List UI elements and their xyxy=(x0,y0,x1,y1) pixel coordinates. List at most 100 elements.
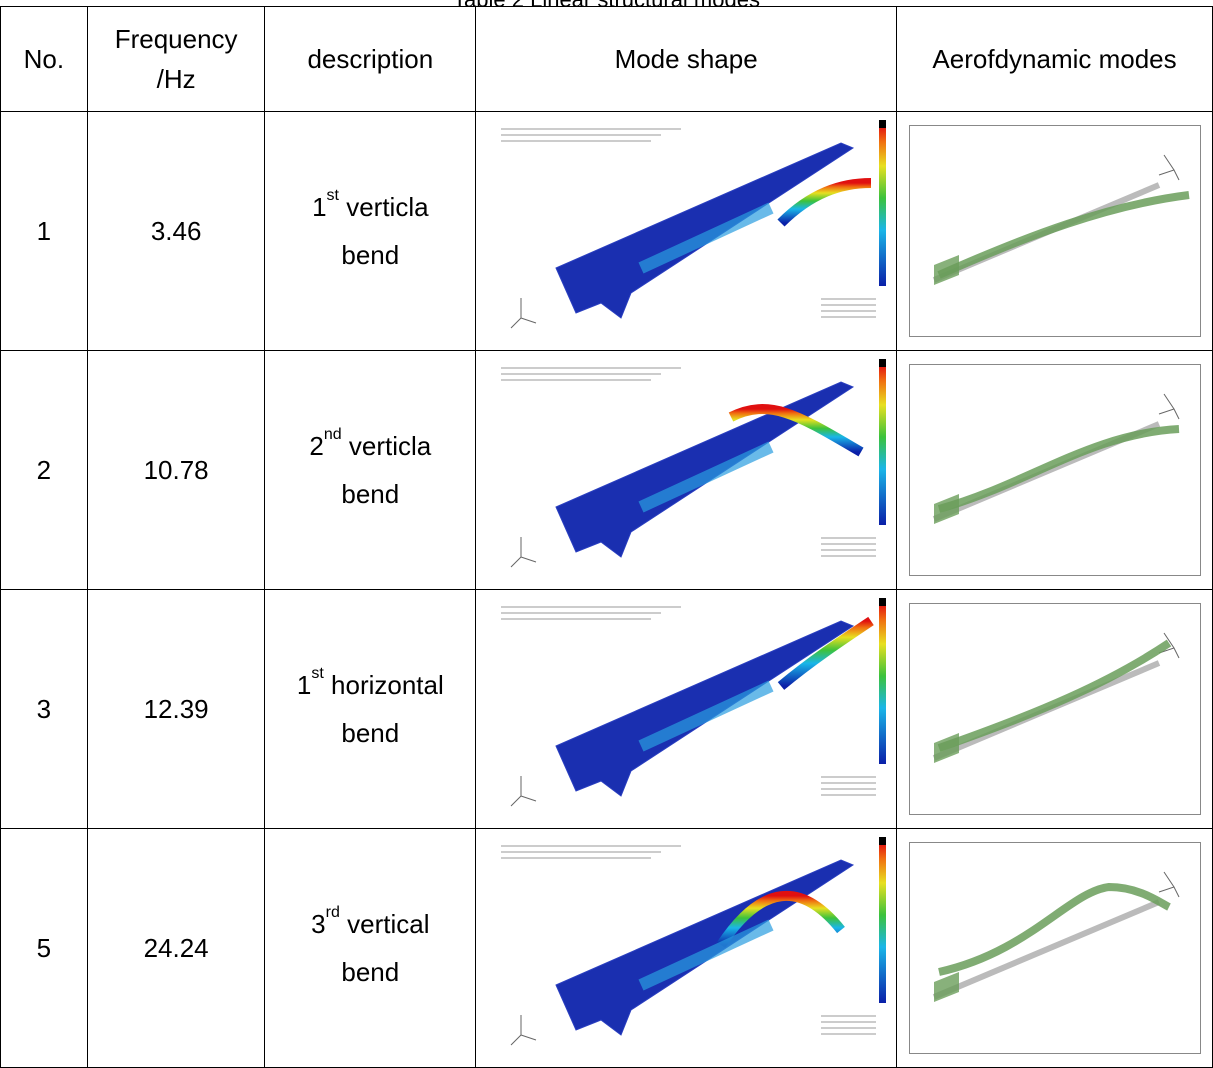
header-row: No. Frequency/Hz description Mode shape … xyxy=(0,6,1213,112)
axis-triad xyxy=(510,537,537,568)
color-bar xyxy=(879,365,887,525)
caption-line xyxy=(501,373,662,375)
frequency-cell: 24.24 xyxy=(86,828,266,1068)
caption-line xyxy=(501,845,682,847)
frequency-cell: 12.39 xyxy=(86,589,266,829)
legend-line xyxy=(821,1027,877,1029)
color-bar-top xyxy=(879,359,887,367)
legend-line xyxy=(821,788,877,790)
wing-deformed xyxy=(777,178,872,227)
caption-line xyxy=(501,128,682,130)
aero-cell xyxy=(896,589,1213,829)
deformed-blade xyxy=(937,882,1171,976)
legend-line xyxy=(821,776,877,778)
caption-line xyxy=(501,606,682,608)
caption-line xyxy=(501,857,652,859)
legend-line xyxy=(821,298,877,300)
blade-root xyxy=(933,972,959,1002)
color-bar xyxy=(879,604,887,764)
ordinal-number: 1 xyxy=(312,192,327,222)
mode-shape-image xyxy=(501,598,887,807)
wing xyxy=(555,620,855,797)
no-cell: 2 xyxy=(0,350,88,590)
aero-cell xyxy=(896,350,1213,590)
caption-line xyxy=(501,134,662,136)
table-row: 2 10.78 2nd verticla bend xyxy=(0,350,1213,590)
deformed-blade xyxy=(936,191,1190,279)
caption-line xyxy=(501,612,662,614)
wing-deformed xyxy=(728,404,864,457)
header-text: Frequency xyxy=(114,24,238,54)
no-cell: 3 xyxy=(0,589,88,829)
caption-line xyxy=(501,618,652,620)
axis-triad xyxy=(510,776,537,807)
description-cell: 1st horizontal bend xyxy=(264,589,477,829)
no-cell: 5 xyxy=(0,828,88,1068)
blade-root xyxy=(933,255,959,285)
color-bar xyxy=(879,843,887,1003)
description-cell: 2nd verticla bend xyxy=(264,350,477,590)
header-cell: Frequency/Hz xyxy=(86,6,266,112)
aero-cell xyxy=(896,111,1213,351)
color-bar xyxy=(879,126,887,286)
color-bar-top xyxy=(879,598,887,606)
header-cell: Mode shape xyxy=(475,6,898,112)
legend-line xyxy=(821,794,877,796)
wing xyxy=(555,381,855,558)
blade-root xyxy=(933,494,959,524)
modes-table: No. Frequency/Hz description Mode shape … xyxy=(0,6,1213,1068)
description-text: verticla xyxy=(346,192,429,222)
axis-triad xyxy=(1158,393,1179,420)
description-text: verticla xyxy=(348,431,432,461)
table-row: 3 12.39 1st horizontal bend xyxy=(0,589,1213,829)
axis-triad xyxy=(510,298,537,329)
header-cell: Aerofdynamic modes xyxy=(896,6,1213,112)
legend-line xyxy=(821,316,877,318)
description-text: bend xyxy=(341,957,400,987)
wing-deformed xyxy=(777,616,874,690)
header-cell: description xyxy=(264,6,477,112)
header-text: /Hz xyxy=(156,64,196,94)
aero-cell xyxy=(896,828,1213,1068)
axis-triad xyxy=(1158,871,1179,898)
ordinal-suffix: st xyxy=(326,187,339,204)
mode-shape-image xyxy=(501,837,887,1046)
description-text: bend xyxy=(341,479,400,509)
description-text: bend xyxy=(341,240,400,270)
no-cell: 1 xyxy=(0,111,88,351)
axis-triad xyxy=(1158,632,1179,659)
description-text: bend xyxy=(341,718,400,748)
legend-line xyxy=(821,549,877,551)
ordinal-suffix: rd xyxy=(325,904,340,921)
frequency-cell: 3.46 xyxy=(86,111,266,351)
wing xyxy=(555,859,855,1036)
ordinal-number: 3 xyxy=(311,909,326,939)
aero-image xyxy=(908,842,1201,1054)
wing xyxy=(555,142,855,319)
mode-shape-cell xyxy=(475,350,898,590)
wing-mid xyxy=(638,919,774,991)
color-bar-top xyxy=(879,120,887,128)
deformed-blade xyxy=(937,639,1171,752)
aero-image xyxy=(908,364,1201,576)
frequency-cell: 10.78 xyxy=(86,350,266,590)
ordinal-number: 2 xyxy=(309,431,324,461)
table-row: 5 24.24 3rd vertical bend xyxy=(0,828,1213,1068)
caption-line xyxy=(501,140,652,142)
axis-triad xyxy=(510,1015,537,1046)
legend-line xyxy=(821,310,877,312)
wing-mid xyxy=(638,441,774,513)
mode-shape-image xyxy=(501,120,887,329)
description-cell: 3rd vertical bend xyxy=(264,828,477,1068)
legend-line xyxy=(821,543,877,545)
caption-line xyxy=(501,379,652,381)
deformed-blade xyxy=(937,425,1179,513)
mode-shape-cell xyxy=(475,111,898,351)
mode-shape-cell xyxy=(475,828,898,1068)
mode-shape-cell xyxy=(475,589,898,829)
wing-deformed xyxy=(716,891,846,948)
legend-line xyxy=(821,1015,877,1017)
mode-shape-image xyxy=(501,359,887,568)
color-bar-top xyxy=(879,837,887,845)
aero-image xyxy=(908,603,1201,815)
